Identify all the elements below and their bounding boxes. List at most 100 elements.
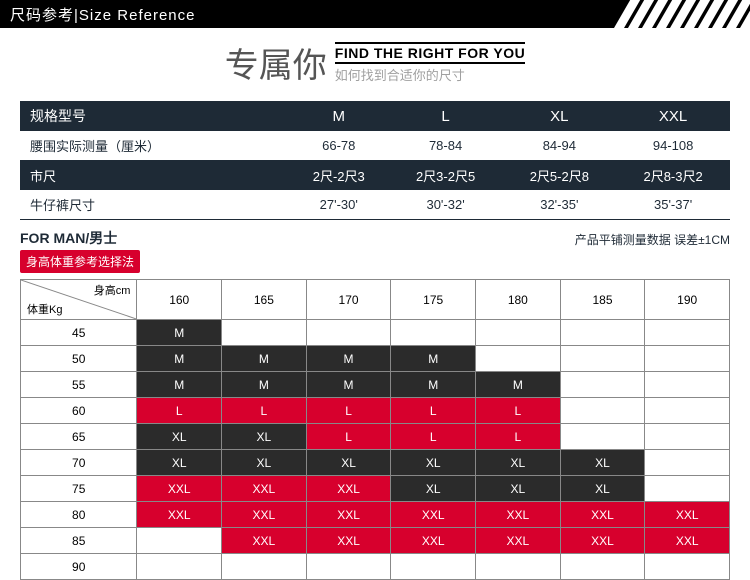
title-en: FIND THE RIGHT FOR YOU — [335, 42, 525, 64]
grid-cell — [391, 554, 476, 580]
size-cell: 2尺-2尺3 — [289, 161, 389, 191]
grid-cell — [560, 320, 645, 346]
banner: 尺码参考|Size Reference — [0, 0, 750, 28]
grid-cell — [560, 424, 645, 450]
grid-cell: XL — [222, 424, 307, 450]
grid-cell — [645, 398, 730, 424]
weight-cell: 75 — [21, 476, 137, 502]
size-row-label: 牛仔裤尺寸 — [20, 190, 289, 220]
grid-cell — [645, 476, 730, 502]
weight-cell: 85 — [21, 528, 137, 554]
grid-cell — [645, 320, 730, 346]
weight-cell: 70 — [21, 450, 137, 476]
grid-cell — [222, 554, 307, 580]
grid-cell: XXL — [645, 528, 730, 554]
size-col-L: L — [389, 101, 503, 131]
grid-cell: XXL — [560, 528, 645, 554]
grid-cell — [306, 554, 391, 580]
grid-cell: XXL — [645, 502, 730, 528]
grid-cell: L — [391, 398, 476, 424]
size-cell: 27'-30' — [289, 190, 389, 220]
size-table-body: 腰围实际测量（厘米）66-7878-8484-9494-108市尺2尺-2尺32… — [20, 131, 730, 220]
size-row-label: 市尺 — [20, 161, 289, 191]
size-cell: 2尺3-2尺5 — [389, 161, 503, 191]
grid-cell: M — [222, 372, 307, 398]
grid-row: 65XLXLLLL — [21, 424, 730, 450]
title-right: FIND THE RIGHT FOR YOU 如何找到合适你的尺寸 — [335, 42, 525, 84]
height-col: 170 — [306, 280, 391, 320]
grid-row: 50MMMM — [21, 346, 730, 372]
grid-cell: XL — [222, 450, 307, 476]
grid-cell: XL — [476, 450, 561, 476]
corner-top: 身高cm — [94, 282, 131, 298]
grid-row: 70XLXLXLXLXLXL — [21, 450, 730, 476]
banner-stripes — [614, 0, 750, 28]
grid-cell: XXL — [391, 502, 476, 528]
corner-bottom: 体重Kg — [27, 301, 62, 317]
grid-cell — [560, 398, 645, 424]
grid-cell: L — [476, 398, 561, 424]
height-col: 175 — [391, 280, 476, 320]
banner-cn: 尺码参考 — [10, 7, 74, 24]
title-sub: 如何找到合适你的尺寸 — [335, 65, 525, 84]
grid-cell: XL — [560, 476, 645, 502]
grid-cell: XL — [391, 450, 476, 476]
size-col-XXL: XXL — [616, 101, 730, 131]
grid-row: 85XXLXXLXXLXXLXXLXXL — [21, 528, 730, 554]
grid-cell — [306, 320, 391, 346]
grid-cell: M — [391, 372, 476, 398]
grid-cell — [137, 554, 222, 580]
grid-cell: XXL — [391, 528, 476, 554]
grid-cell: L — [476, 424, 561, 450]
grid-cell — [222, 320, 307, 346]
banner-en: Size Reference — [79, 7, 196, 24]
weight-cell: 60 — [21, 398, 137, 424]
grid-cell: L — [137, 398, 222, 424]
size-cell: 84-94 — [502, 131, 616, 161]
grid-cell: XXL — [222, 528, 307, 554]
weight-cell: 50 — [21, 346, 137, 372]
grid-cell: XXL — [306, 502, 391, 528]
grid-cell: XXL — [306, 476, 391, 502]
title-cn: 专属你 — [225, 38, 327, 87]
size-col-label: 规格型号 — [20, 101, 289, 131]
size-col-XL: XL — [502, 101, 616, 131]
grid-cell: XL — [391, 476, 476, 502]
grid-cell: XL — [137, 424, 222, 450]
grid-table: 身高cm体重Kg160165170175180185190 45M50MMMM5… — [20, 279, 730, 580]
grid-table-header: 身高cm体重Kg160165170175180185190 — [21, 280, 730, 320]
size-row: 牛仔裤尺寸27'-30'30'-32'32'-35'35'-37' — [20, 190, 730, 220]
size-cell: 66-78 — [289, 131, 389, 161]
grid-cell: XL — [306, 450, 391, 476]
grid-row: 60LLLLL — [21, 398, 730, 424]
size-cell: 30'-32' — [389, 190, 503, 220]
grid-cell — [560, 554, 645, 580]
grid-cell: XXL — [137, 502, 222, 528]
grid-cell: XL — [137, 450, 222, 476]
grid-cell: M — [306, 372, 391, 398]
grid-cell — [645, 346, 730, 372]
grid-cell: XXL — [560, 502, 645, 528]
weight-cell: 55 — [21, 372, 137, 398]
grid-cell: M — [306, 346, 391, 372]
grid-corner: 身高cm 体重Kg — [21, 280, 137, 320]
size-cell: 2尺5-2尺8 — [502, 161, 616, 191]
size-row: 腰围实际测量（厘米）66-7878-8484-9494-108 — [20, 131, 730, 161]
size-table: 规格型号MLXLXXL 腰围实际测量（厘米）66-7878-8484-9494-… — [20, 101, 730, 220]
size-cell: 35'-37' — [616, 190, 730, 220]
grid-table-body: 45M50MMMM55MMMMM60LLLLL65XLXLLLL70XLXLXL… — [21, 320, 730, 580]
grid-cell: M — [391, 346, 476, 372]
grid-cell: XL — [560, 450, 645, 476]
grid-cell: L — [222, 398, 307, 424]
badge: 身高体重参考选择法 — [20, 250, 140, 273]
grid-cell — [476, 320, 561, 346]
grid-cell — [560, 346, 645, 372]
grid-cell — [137, 528, 222, 554]
grid-row: 45M — [21, 320, 730, 346]
height-col: 180 — [476, 280, 561, 320]
height-col: 190 — [645, 280, 730, 320]
height-col: 160 — [137, 280, 222, 320]
grid-cell: XXL — [222, 476, 307, 502]
grid-cell: M — [137, 346, 222, 372]
grid-cell — [645, 554, 730, 580]
